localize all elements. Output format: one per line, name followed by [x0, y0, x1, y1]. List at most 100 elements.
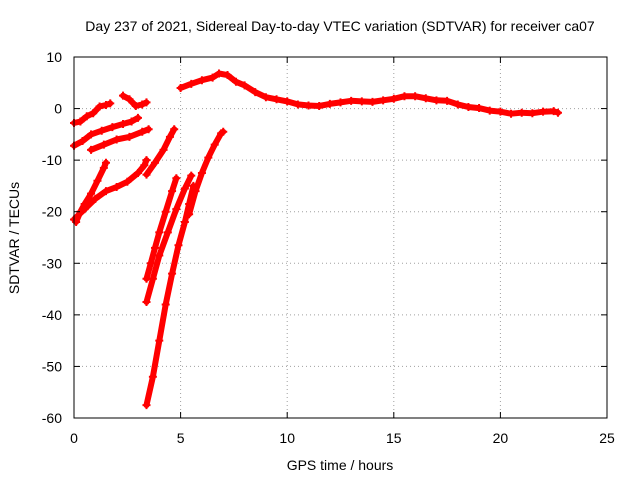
data-point: [112, 182, 121, 191]
y-tick-label: -10: [42, 152, 62, 168]
data-point: [176, 83, 185, 92]
data-point: [432, 96, 441, 105]
data-point: [549, 107, 558, 116]
data-point: [453, 100, 462, 109]
x-tick-label: 0: [70, 430, 78, 446]
data-point: [357, 97, 366, 106]
data-point: [123, 177, 132, 186]
data-point: [325, 99, 334, 108]
data-point: [99, 163, 108, 172]
data-point: [163, 228, 172, 237]
y-tick-label: -40: [42, 307, 62, 323]
data-point: [185, 210, 194, 219]
x-tick-label: 20: [493, 430, 509, 446]
data-point: [174, 241, 183, 250]
data-point: [496, 107, 505, 116]
data-point: [210, 140, 219, 149]
data-point: [464, 103, 473, 112]
data-point: [133, 113, 142, 122]
data-point: [140, 161, 149, 170]
data-point: [553, 108, 562, 117]
data-point: [161, 207, 170, 216]
data-point: [191, 187, 200, 196]
y-tick-label: -60: [42, 410, 62, 426]
data-point: [142, 297, 151, 306]
data-point: [347, 96, 356, 105]
data-point: [528, 109, 537, 118]
data-point: [517, 108, 526, 117]
data-point: [119, 91, 128, 100]
data-point: [127, 117, 136, 126]
data-point: [151, 158, 160, 167]
data-point: [125, 95, 134, 104]
data-point: [172, 205, 181, 214]
data-point: [400, 92, 409, 101]
data-point: [389, 94, 398, 103]
y-tick-label: -30: [42, 255, 62, 271]
data-point: [133, 169, 142, 178]
data-point: [138, 127, 147, 136]
data-point: [78, 137, 87, 146]
data-point: [97, 126, 106, 135]
data-point: [159, 145, 168, 154]
data-point: [144, 125, 153, 134]
y-tick-label: -50: [42, 358, 62, 374]
data-point: [76, 117, 85, 126]
data-point: [99, 140, 108, 149]
plot-frame: [73, 56, 608, 419]
data-point: [91, 194, 100, 203]
data-point: [208, 73, 217, 82]
data-point: [187, 171, 196, 180]
data-point: [443, 96, 452, 105]
data-point: [89, 109, 98, 118]
data-point: [368, 97, 377, 106]
data-point: [168, 187, 177, 196]
data-point: [151, 243, 160, 252]
data-point: [142, 170, 151, 179]
data-point: [272, 95, 281, 104]
data-point: [507, 109, 516, 118]
y-axis-label: SDTVAR / TECUs: [6, 182, 22, 294]
data-point: [240, 81, 249, 90]
data-series: [70, 69, 562, 410]
data-point: [180, 218, 189, 227]
data-point: [131, 101, 140, 110]
axis-ticks: 0 5 10 15 20 25 -60 -50 -40 -30 -20 -10 0 10: [42, 49, 615, 446]
data-point: [142, 156, 151, 165]
data-point: [197, 76, 206, 85]
data-point: [172, 174, 181, 183]
data-point: [101, 187, 110, 196]
y-tick-label: 0: [54, 101, 62, 117]
y-tick-label: 10: [46, 49, 62, 65]
data-point: [155, 336, 164, 345]
x-tick-label: 15: [386, 430, 402, 446]
data-point: [485, 106, 494, 115]
data-point: [142, 98, 151, 107]
data-point: [283, 97, 292, 106]
data-point: [142, 401, 151, 410]
data-point: [155, 251, 164, 260]
data-point: [219, 127, 228, 136]
data-point: [108, 123, 117, 132]
y-tick-label: -20: [42, 204, 62, 220]
data-point: [170, 125, 179, 134]
data-point: [101, 158, 110, 167]
x-tick-label: 10: [279, 430, 295, 446]
data-point: [148, 274, 157, 283]
data-point: [336, 98, 345, 107]
chart-title: Day 237 of 2021, Sidereal Day-to-day VTE…: [85, 18, 595, 34]
data-point: [315, 101, 324, 110]
data-point: [411, 92, 420, 101]
x-axis-label: GPS time / hours: [287, 457, 394, 473]
data-point: [197, 169, 206, 178]
data-point: [232, 77, 241, 86]
x-tick-label: 5: [177, 430, 185, 446]
data-point: [161, 300, 170, 309]
data-point: [187, 79, 196, 88]
data-point: [293, 100, 302, 109]
data-point: [101, 100, 110, 109]
data-point: [87, 145, 96, 154]
data-point: [87, 130, 96, 139]
data-point: [95, 102, 104, 111]
